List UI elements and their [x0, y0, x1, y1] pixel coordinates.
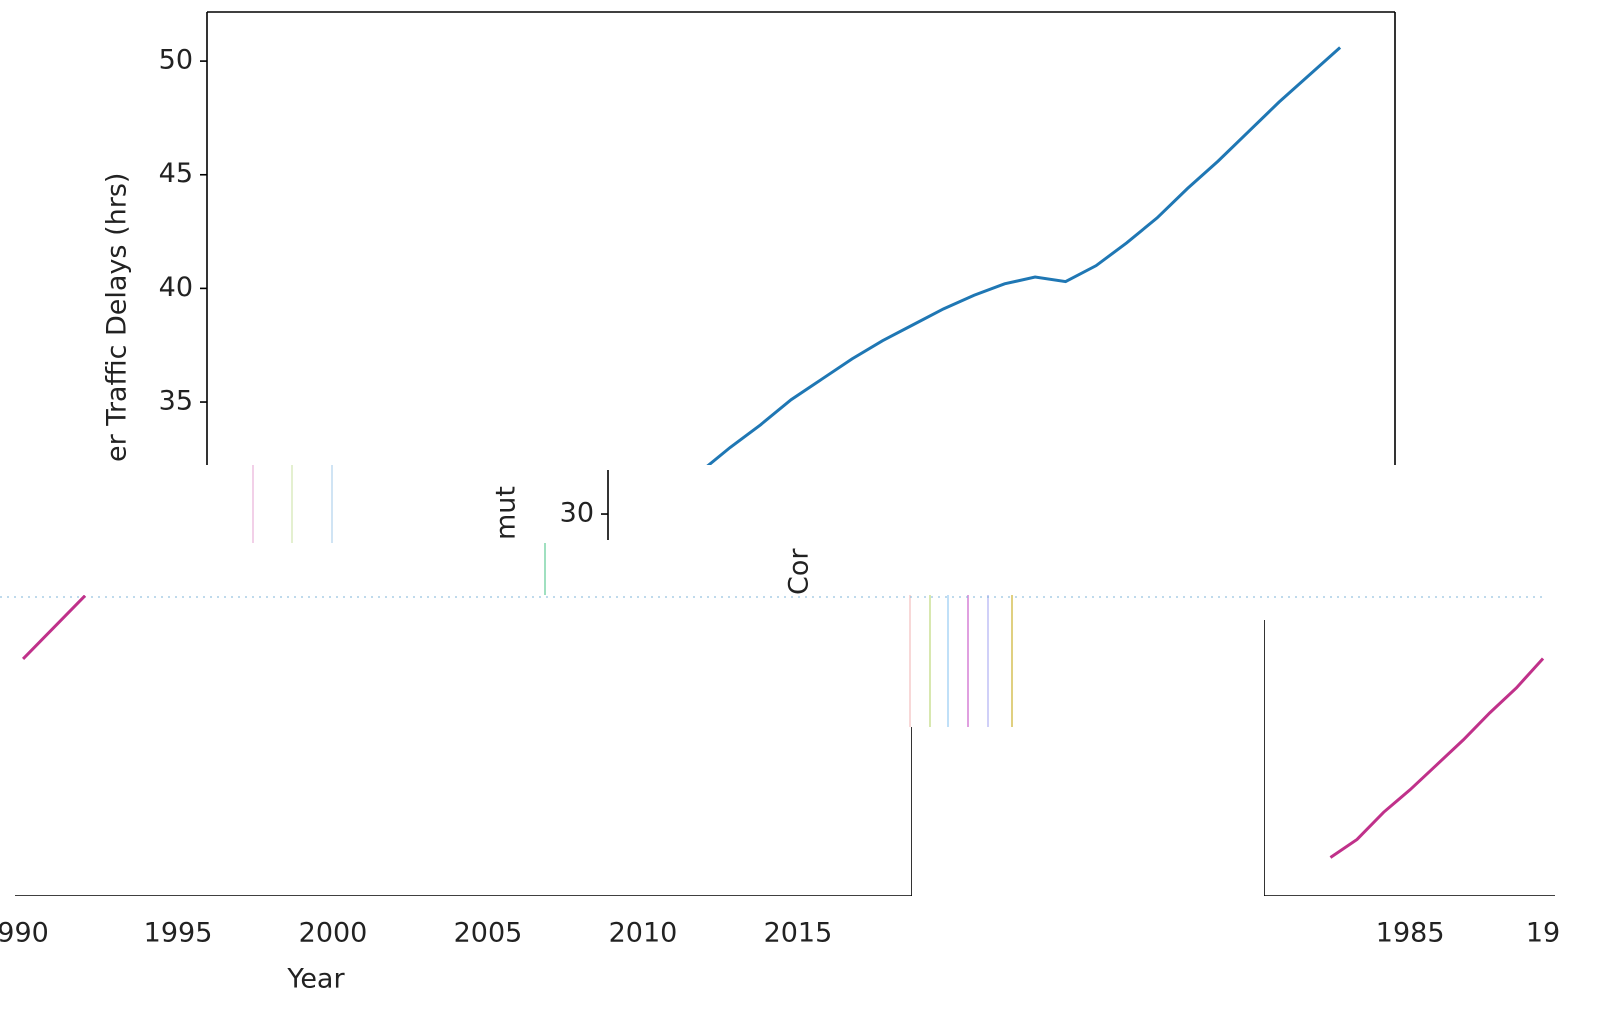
x-tick-label: 1995: [144, 918, 213, 949]
y-axis-label: Annual per-C: [1147, 628, 1178, 802]
data-line: [706, 46, 1342, 465]
y-tick-label: 30: [560, 498, 594, 529]
x-tick-label: 2010: [609, 918, 678, 949]
subplot: Cor: [784, 548, 815, 595]
glitch-artifacts: [0, 465, 1545, 727]
x-tick-label: 2015: [764, 918, 833, 949]
y-tick-label: 50: [159, 45, 193, 76]
x-tick-label: 990: [0, 918, 49, 949]
y-tick-label: 40: [159, 272, 193, 303]
x-tick-label: 2000: [299, 918, 368, 949]
y-tick-label: 45: [159, 158, 193, 189]
subplot: 30 mut: [491, 470, 609, 540]
x-tick-label: 2005: [454, 918, 523, 949]
y-tick-label: 25: [1216, 610, 1250, 641]
y-tick-label: 35: [159, 386, 193, 417]
y-axis-label: mut: [491, 486, 522, 540]
y-axis-label: Cor: [784, 548, 815, 595]
x-tick-label: 1985: [1376, 918, 1445, 949]
data-line: [1329, 657, 1545, 859]
y-tick-label: 15: [1216, 837, 1250, 868]
y-tick-label: 20: [1216, 723, 1250, 754]
data-line: [21, 595, 87, 660]
x-tick-label: 19: [1526, 918, 1560, 949]
subplot: 15 20 25 Annual per-C: [1147, 610, 1555, 896]
subplot: [15, 595, 912, 896]
subplot: 35 40 45 50 er Traffic Delays (hrs): [102, 11, 1396, 465]
y-axis-label: er Traffic Delays (hrs): [102, 173, 133, 462]
x-axis-label: Year: [286, 964, 345, 995]
